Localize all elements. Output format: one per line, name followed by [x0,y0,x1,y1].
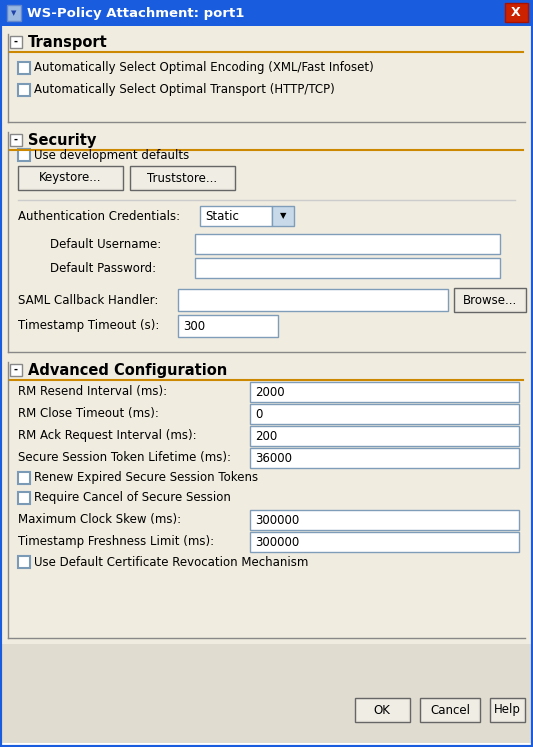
Text: 0: 0 [255,408,262,421]
Text: 2000: 2000 [255,385,285,398]
Bar [18,166,123,190]
Text: Timestamp Freshness Limit (ms):: Timestamp Freshness Limit (ms): [18,536,214,548]
Bar [420,698,480,722]
Text: Default Username:: Default Username: [50,238,161,250]
Text: RM Close Timeout (ms):: RM Close Timeout (ms): [18,408,159,421]
Bar [18,556,30,568]
Text: RM Resend Interval (ms):: RM Resend Interval (ms): [18,385,167,398]
Text: Transport: Transport [28,34,108,49]
Text: Secure Session Token Lifetime (ms):: Secure Session Token Lifetime (ms): [18,451,231,465]
Text: Automatically Select Optimal Encoding (XML/Fast Infoset): Automatically Select Optimal Encoding (X… [34,61,374,75]
Bar [10,134,22,146]
Bar [355,698,410,722]
Bar [130,166,235,190]
Text: Keystore...: Keystore... [39,172,101,185]
Bar [422,700,478,720]
Bar [250,532,519,552]
Bar [18,472,30,484]
Bar [7,5,21,21]
Text: SAML Callback Handler:: SAML Callback Handler: [18,294,158,306]
Text: Browse...: Browse... [463,294,517,306]
Bar [250,426,519,446]
Bar [10,364,22,376]
Text: Maximum Clock Skew (ms):: Maximum Clock Skew (ms): [18,513,181,527]
Bar [0,0,533,26]
Text: 36000: 36000 [255,451,292,465]
Text: ▼: ▼ [11,10,17,16]
Text: X: X [511,7,521,19]
Bar [195,234,500,254]
Bar [357,700,408,720]
Bar [492,700,523,720]
Bar [250,382,519,402]
Text: Security: Security [28,132,96,147]
Text: -: - [14,135,18,145]
Bar [454,288,526,312]
Text: 300000: 300000 [255,513,299,527]
Bar [18,492,30,504]
Bar [250,448,519,468]
Bar [272,206,294,226]
Text: 200: 200 [255,430,277,442]
Bar [178,289,448,311]
Bar [18,149,30,161]
Bar [490,698,525,722]
Bar [250,510,519,530]
Bar [18,62,30,74]
Bar [18,84,30,96]
Text: Timestamp Timeout (s):: Timestamp Timeout (s): [18,320,159,332]
Bar [132,168,233,188]
Text: Automatically Select Optimal Transport (HTTP/TCP): Automatically Select Optimal Transport (… [34,84,335,96]
Text: Require Cancel of Secure Session: Require Cancel of Secure Session [34,492,231,504]
Text: Use development defaults: Use development defaults [34,149,189,161]
Text: -: - [14,365,18,375]
Text: Help: Help [494,704,520,716]
Bar [195,258,500,278]
Bar [178,315,278,337]
Text: -: - [14,37,18,47]
Text: 300000: 300000 [255,536,299,548]
Bar [20,168,121,188]
Bar [505,3,528,22]
Bar [200,206,272,226]
Text: Use Default Certificate Revocation Mechanism: Use Default Certificate Revocation Mecha… [34,556,309,568]
Text: OK: OK [374,704,391,716]
Text: 300: 300 [183,320,205,332]
Bar [250,404,519,424]
Text: Advanced Configuration: Advanced Configuration [28,362,227,377]
Text: WS-Policy Attachment: port1: WS-Policy Attachment: port1 [27,7,244,19]
Text: Renew Expired Secure Session Tokens: Renew Expired Secure Session Tokens [34,471,258,485]
Text: RM Ack Request Interval (ms):: RM Ack Request Interval (ms): [18,430,197,442]
Bar [10,36,22,48]
Text: ▼: ▼ [280,211,286,220]
Text: Truststore...: Truststore... [147,172,217,185]
Bar [2,644,531,743]
Text: Cancel: Cancel [430,704,470,716]
Bar [456,290,524,310]
Text: Authentication Credentials:: Authentication Credentials: [18,209,180,223]
Text: Static: Static [205,209,239,223]
Text: Default Password:: Default Password: [50,261,156,274]
